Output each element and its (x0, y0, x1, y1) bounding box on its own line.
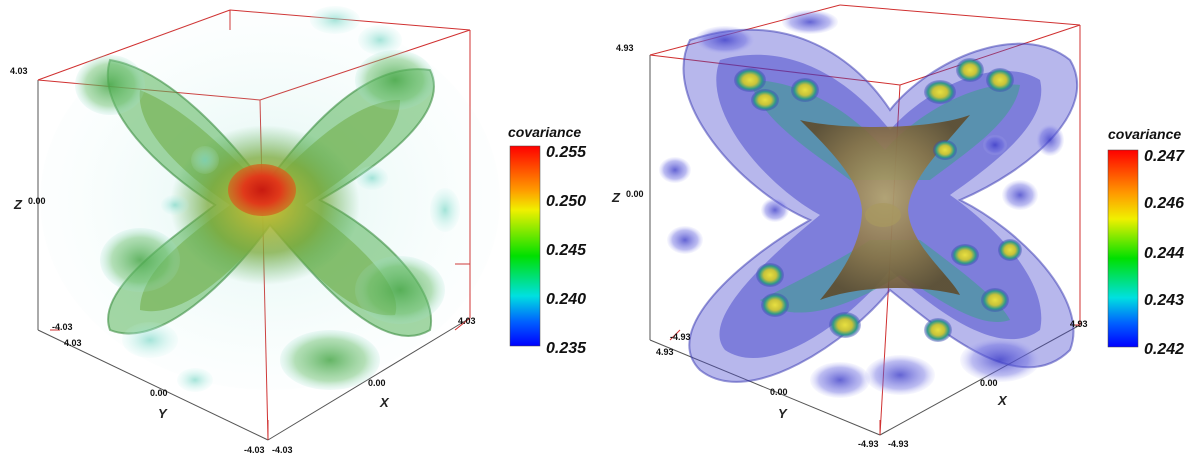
right-x-tick-min: -4.93 (888, 439, 909, 449)
right-colorbar-tick: 0.243 (1144, 292, 1184, 309)
right-colorbar-title: covariance (1108, 126, 1181, 142)
right-x-axis-label: X (997, 393, 1008, 408)
right-colorbar-tick: 0.244 (1144, 245, 1184, 262)
left-colorbar-tick: 0.235 (546, 340, 587, 357)
left-colorbar-tick: 0.240 (546, 291, 586, 308)
right-z-tick-max: 4.93 (616, 43, 634, 53)
left-isosurface (40, 6, 500, 392)
right-y-axis-label: Y (778, 406, 788, 421)
left-colorbar-tick: 0.255 (546, 144, 587, 161)
left-y-axis-label: Y (158, 406, 168, 421)
right-y-tick-zero: 0.00 (770, 387, 788, 397)
right-colorbar: covariance 0.247 0.246 0.244 0.243 0.242 (1107, 126, 1185, 358)
left-x-axis-label: X (379, 395, 390, 410)
right-colorbar-tick: 0.242 (1144, 341, 1184, 358)
right-volume-render: 4.93 0.00 -4.93 Z 4.93 0.00 -4.93 Y 4.93… (611, 4, 1185, 449)
right-z-axis-label: Z (611, 190, 621, 205)
right-x-tick-max: 4.93 (1070, 319, 1088, 329)
left-colorbar-gradient (509, 145, 541, 347)
left-z-tick-max: 4.03 (10, 66, 28, 76)
right-colorbar-gradient (1107, 149, 1139, 348)
left-z-axis-label: Z (13, 197, 23, 212)
left-x-tick-zero: 0.00 (368, 378, 386, 388)
right-volume-panel: 4.93 0.00 -4.93 Z 4.93 0.00 -4.93 Y 4.93… (600, 0, 1195, 458)
left-y-tick-max: 4.03 (64, 338, 82, 348)
left-x-tick-max: 4.03 (458, 316, 476, 326)
left-y-tick-min: -4.03 (244, 445, 265, 455)
left-z-tick-zero: 0.00 (28, 196, 46, 206)
left-colorbar-tick: 0.250 (546, 193, 586, 210)
right-z-tick-min: -4.93 (670, 332, 691, 342)
left-z-tick-min: -4.03 (52, 322, 73, 332)
right-y-tick-max: 4.93 (656, 347, 674, 357)
left-colorbar-title: covariance (508, 124, 581, 140)
right-y-tick-min: -4.93 (858, 439, 879, 449)
left-volume-panel: 4.03 0.00 -4.03 Z 4.03 0.00 -4.03 Y 4.03… (0, 0, 600, 458)
right-colorbar-tick: 0.246 (1144, 195, 1184, 212)
left-colorbar-tick: 0.245 (546, 242, 587, 259)
left-volume-render: 4.03 0.00 -4.03 Z 4.03 0.00 -4.03 Y 4.03… (10, 6, 587, 455)
right-isosurface (659, 10, 1078, 398)
left-x-tick-min: -4.03 (272, 445, 293, 455)
left-colorbar: covariance 0.255 0.250 0.245 0.240 0.235 (508, 124, 587, 357)
left-y-tick-zero: 0.00 (150, 388, 168, 398)
right-x-tick-zero: 0.00 (980, 378, 998, 388)
right-colorbar-tick: 0.247 (1144, 148, 1185, 165)
right-z-tick-zero: 0.00 (626, 189, 644, 199)
